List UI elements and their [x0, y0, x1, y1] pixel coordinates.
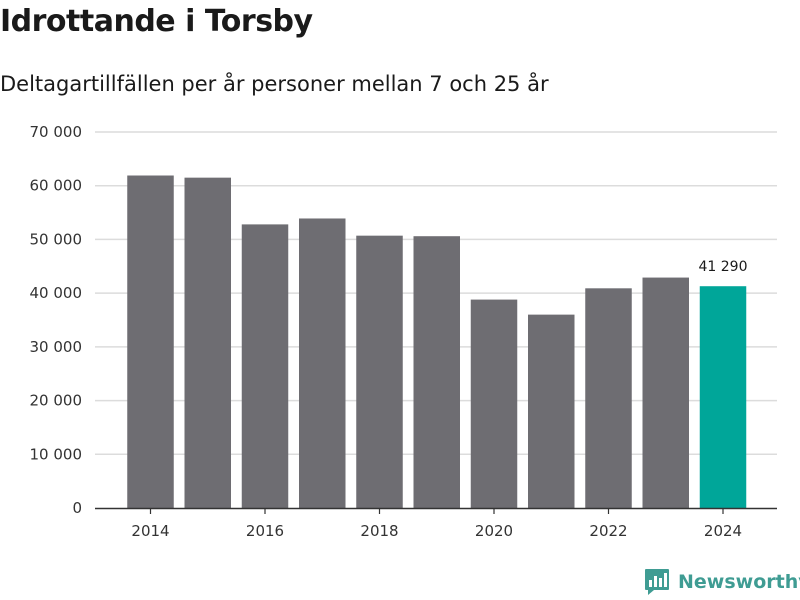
bar-2023 — [642, 277, 689, 508]
y-tick-label: 10 000 — [30, 445, 83, 463]
bar-2016 — [241, 224, 289, 509]
bar-2020 — [470, 299, 518, 508]
brand-logo: Newsworthy — [644, 568, 800, 596]
x-axis-ticks: 2014 2016 2018 2020 2022 2024 — [131, 508, 742, 540]
brand-name: Newsworthy — [678, 571, 800, 593]
data-labels: 41 290 — [699, 259, 748, 275]
x-tick-label: 2016 — [246, 522, 284, 540]
y-axis-ticks: 0 10 000 20 000 30 000 40 000 50 000 60 000 70 … — [30, 123, 83, 517]
x-tick-label: 2018 — [360, 522, 398, 540]
chart-title: Idrottande i Torsby — [0, 4, 313, 39]
bar-2024 — [699, 286, 747, 508]
bar-chart-logo-icon — [645, 569, 669, 595]
x-tick-label: 2022 — [589, 522, 627, 540]
bar-2018 — [356, 235, 403, 508]
data-label-2024: 41 290 — [699, 259, 748, 275]
y-tick-label: 30 000 — [30, 338, 83, 356]
y-tick-label: 50 000 — [30, 230, 83, 248]
bar-2015 — [184, 177, 231, 508]
y-tick-label: 20 000 — [30, 392, 83, 410]
x-tick-label: 2020 — [475, 522, 513, 540]
bar-2014 — [127, 175, 174, 508]
bar-2022 — [585, 288, 632, 508]
y-tick-label: 70 000 — [30, 123, 83, 141]
bars — [95, 175, 777, 510]
x-tick-label: 2014 — [131, 522, 169, 540]
y-tick-label: 40 000 — [30, 284, 83, 302]
x-tick-label: 2024 — [704, 522, 742, 540]
chart-subtitle: Deltagartillfällen per år personer mella… — [0, 72, 549, 96]
y-tick-label: 0 — [72, 499, 82, 517]
y-tick-label: 60 000 — [30, 177, 83, 195]
bar-2019 — [413, 236, 460, 508]
bar-2021 — [528, 314, 575, 508]
bar-2017 — [299, 218, 346, 509]
bar-chart: 0 10 000 20 000 30 000 40 000 50 000 60 000 70 … — [30, 123, 777, 540]
